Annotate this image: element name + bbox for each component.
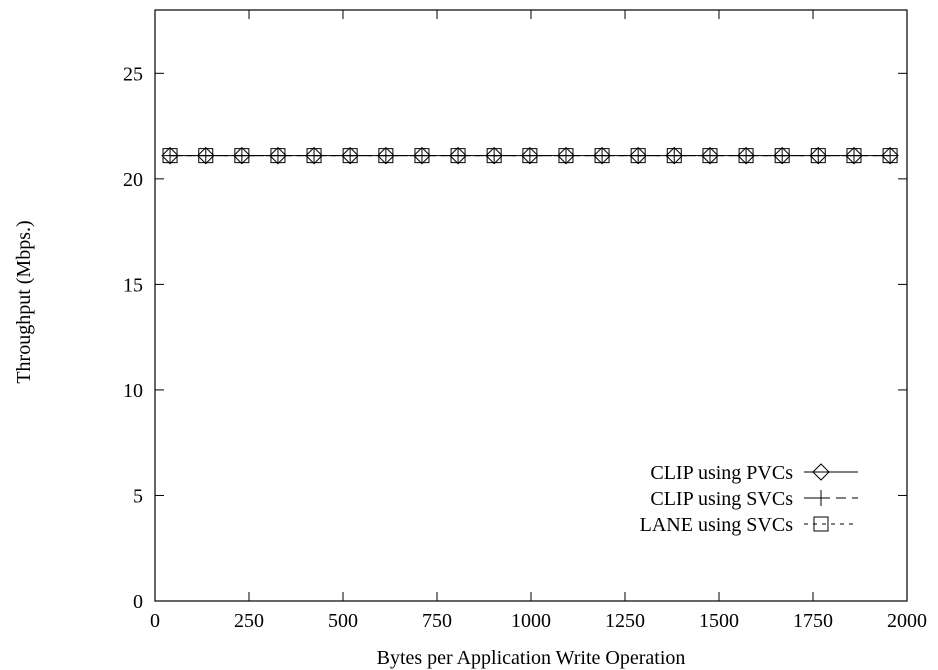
data-point-square bbox=[558, 148, 574, 164]
y-tick-label: 10 bbox=[123, 380, 143, 402]
legend-label: LANE using SVCs bbox=[640, 514, 794, 536]
data-point-square bbox=[630, 148, 646, 164]
data-point-square bbox=[846, 148, 862, 164]
legend-marker-plus bbox=[813, 490, 829, 506]
x-tick-label: 0 bbox=[150, 610, 160, 632]
data-point-square bbox=[342, 148, 358, 164]
data-point-square bbox=[666, 148, 682, 164]
legend-label: CLIP using PVCs bbox=[650, 462, 793, 484]
y-tick-label: 15 bbox=[123, 274, 143, 296]
x-tick-label: 250 bbox=[234, 610, 264, 632]
legend-label: CLIP using SVCs bbox=[650, 488, 793, 510]
data-point-square bbox=[522, 148, 538, 164]
y-tick-label: 25 bbox=[123, 63, 143, 85]
x-tick-label: 750 bbox=[422, 610, 452, 632]
data-point-square bbox=[450, 148, 466, 164]
data-point-square bbox=[270, 148, 286, 164]
data-point-square bbox=[414, 148, 430, 164]
series-2 bbox=[162, 148, 898, 164]
legend-item: CLIP using PVCs bbox=[650, 462, 858, 484]
data-point-square bbox=[162, 148, 178, 164]
data-point-square bbox=[486, 148, 502, 164]
legend: CLIP using PVCs CLIP using SVCs LANE using… bbox=[640, 462, 858, 536]
legend-item: LANE using SVCs bbox=[640, 514, 858, 536]
data-point-square bbox=[234, 148, 250, 164]
data-point-square bbox=[774, 148, 790, 164]
x-tick-label: 1500 bbox=[699, 610, 739, 632]
y-axis-label: Throughput (Mbps.) bbox=[13, 220, 35, 383]
data-point-square bbox=[738, 148, 754, 164]
y-tick-label: 0 bbox=[133, 591, 143, 613]
data-point-square bbox=[810, 148, 826, 164]
data-point-square bbox=[702, 148, 718, 164]
legend-marker-square bbox=[813, 516, 829, 532]
y-axis-ticks: 0 5 10 15 20 25 bbox=[123, 63, 907, 613]
x-tick-label: 1000 bbox=[511, 610, 551, 632]
x-tick-label: 1750 bbox=[793, 610, 833, 632]
legend-item: CLIP using SVCs bbox=[650, 488, 858, 510]
x-tick-label: 500 bbox=[328, 610, 358, 632]
legend-marker-diamond bbox=[812, 463, 830, 481]
y-tick-label: 20 bbox=[123, 169, 143, 191]
data-point-square bbox=[306, 148, 322, 164]
data-point-square bbox=[594, 148, 610, 164]
x-axis-ticks: 0 250 500 750 1000 1250 1500 1750 2000 bbox=[150, 10, 927, 632]
x-tick-label: 2000 bbox=[887, 610, 927, 632]
x-axis-label: Bytes per Application Write Operation bbox=[377, 647, 686, 669]
data-point-square bbox=[198, 148, 214, 164]
y-tick-label: 5 bbox=[133, 485, 143, 507]
series-layer bbox=[161, 146, 899, 165]
x-tick-label: 1250 bbox=[605, 610, 645, 632]
data-point-square bbox=[378, 148, 394, 164]
data-point-square bbox=[882, 148, 898, 164]
